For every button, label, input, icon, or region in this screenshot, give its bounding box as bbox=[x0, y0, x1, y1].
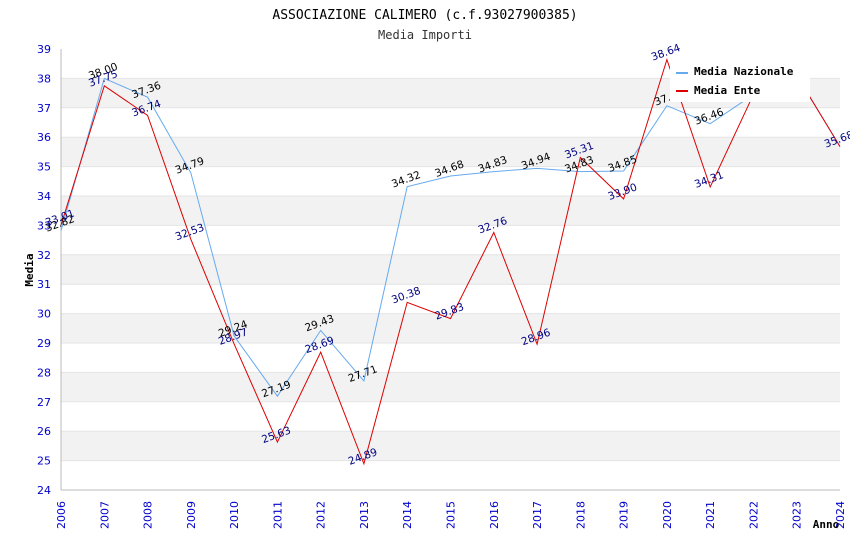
y-tick-label: 29 bbox=[37, 337, 51, 350]
x-tick-label: 2024 bbox=[834, 501, 847, 529]
y-tick-label: 25 bbox=[37, 455, 51, 468]
x-tick-label: 2007 bbox=[98, 501, 111, 529]
grid-band bbox=[61, 343, 840, 373]
grid-band bbox=[61, 284, 840, 314]
y-tick-label: 31 bbox=[37, 278, 51, 291]
x-tick-label: 2009 bbox=[185, 501, 198, 529]
grid-band bbox=[61, 137, 840, 167]
x-axis-label: Anno bbox=[813, 518, 840, 531]
x-tick-label: 2015 bbox=[445, 501, 458, 529]
chart-subtitle: Media Importi bbox=[378, 28, 472, 42]
legend-box bbox=[670, 58, 810, 102]
x-tick-label: 2022 bbox=[747, 501, 760, 529]
legend-label-nazionale: Media Nazionale bbox=[694, 65, 794, 78]
chart-title: ASSOCIAZIONE CALIMERO (c.f.93027900385) bbox=[272, 8, 577, 23]
x-tick-label: 2012 bbox=[315, 501, 328, 529]
y-tick-labels: 24 25 26 27 28 29 30 31 32 33 34 35 36 37 38 39 bbox=[37, 43, 51, 497]
y-tick-label: 30 bbox=[37, 308, 51, 321]
x-tick-label: 2010 bbox=[228, 501, 241, 529]
x-tick-label: 2011 bbox=[271, 501, 284, 529]
x-tick-label: 2020 bbox=[661, 501, 674, 529]
y-tick-label: 36 bbox=[37, 131, 51, 144]
grid-bands bbox=[61, 49, 840, 491]
y-axis-label: Media bbox=[23, 253, 36, 286]
y-tick-label: 24 bbox=[37, 484, 51, 497]
grid-band bbox=[61, 431, 840, 461]
x-tick-label: 2008 bbox=[142, 501, 155, 529]
series-line-ente bbox=[60, 57, 841, 466]
y-tick-label: 33 bbox=[37, 219, 51, 232]
y-tick-label: 38 bbox=[37, 72, 51, 85]
y-tick-label: 27 bbox=[37, 396, 51, 409]
x-tick-label: 2021 bbox=[704, 501, 717, 529]
y-tick-label: 35 bbox=[37, 161, 51, 174]
grid-band bbox=[61, 372, 840, 402]
series-line-nazionale bbox=[60, 74, 841, 398]
x-tick-label: 2018 bbox=[574, 501, 587, 529]
grid-band bbox=[61, 196, 840, 226]
chart-axes bbox=[60, 49, 840, 491]
y-tick-label: 34 bbox=[37, 190, 51, 203]
y-tick-label: 28 bbox=[37, 366, 51, 379]
x-tick-label: 2019 bbox=[618, 501, 631, 529]
legend-label-ente: Media Ente bbox=[694, 84, 761, 97]
y-tick-label: 32 bbox=[37, 249, 51, 262]
x-tick-label: 2013 bbox=[358, 501, 371, 529]
x-tick-label: 2023 bbox=[791, 501, 804, 529]
x-tick-label: 2016 bbox=[488, 501, 501, 529]
y-tick-label: 39 bbox=[37, 43, 51, 56]
x-tick-labels: 2006 2007 2008 2009 2010 2011 2012 2013 2014 2015… bbox=[55, 501, 847, 529]
grid-band bbox=[61, 254, 840, 285]
x-tick-label: 2006 bbox=[55, 501, 68, 529]
grid-band bbox=[61, 107, 840, 138]
grid-band bbox=[61, 166, 840, 196]
y-tick-label: 37 bbox=[37, 102, 51, 115]
y-tick-label: 26 bbox=[37, 425, 51, 438]
grid-band bbox=[61, 401, 840, 432]
legend: Media Nazionale Media Ente bbox=[670, 58, 810, 102]
grid-band bbox=[61, 460, 840, 490]
series-lines bbox=[60, 57, 841, 466]
x-tick-label: 2014 bbox=[401, 501, 414, 529]
x-tick-label: 2017 bbox=[531, 501, 544, 529]
